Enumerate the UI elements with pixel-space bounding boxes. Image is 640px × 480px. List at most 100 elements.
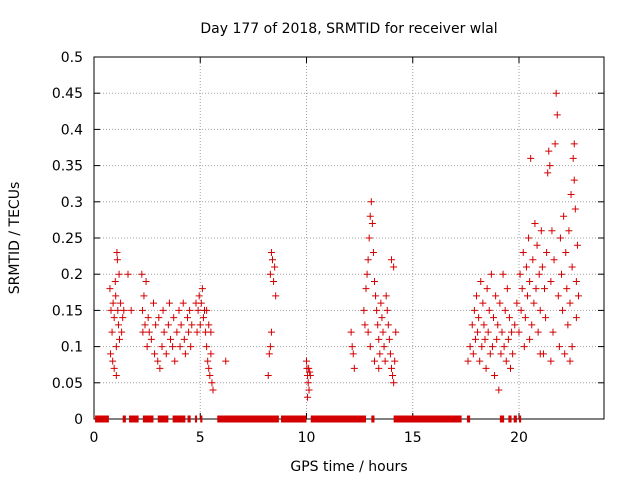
data-point bbox=[572, 277, 580, 285]
data-point bbox=[536, 306, 544, 314]
data-point bbox=[572, 314, 580, 322]
x-tick-labels: 0 5 10 15 20 bbox=[90, 430, 528, 446]
data-point bbox=[207, 350, 215, 358]
data-point bbox=[264, 372, 272, 380]
data-point bbox=[573, 241, 581, 249]
data-point bbox=[203, 343, 211, 351]
data-point bbox=[114, 321, 122, 329]
data-point bbox=[558, 270, 565, 278]
data-point bbox=[364, 256, 372, 264]
zero-value-run bbox=[129, 415, 139, 423]
data-point bbox=[188, 321, 196, 329]
data-point bbox=[365, 234, 373, 242]
data-point bbox=[527, 154, 535, 162]
data-point bbox=[113, 248, 121, 256]
data-point bbox=[518, 285, 526, 293]
data-point bbox=[349, 350, 357, 358]
data-point bbox=[186, 306, 194, 314]
data-point bbox=[204, 357, 212, 365]
data-point bbox=[367, 198, 375, 206]
data-point bbox=[265, 350, 273, 358]
data-point bbox=[266, 270, 274, 278]
data-point bbox=[517, 306, 525, 314]
data-point bbox=[154, 357, 162, 365]
data-point bbox=[109, 357, 117, 365]
data-point bbox=[176, 343, 184, 351]
data-point bbox=[382, 292, 390, 300]
data-point bbox=[372, 292, 380, 300]
data-point bbox=[272, 292, 280, 300]
data-point bbox=[381, 357, 389, 365]
chart-title: Day 177 of 2018, SRMTID for receiver wla… bbox=[200, 21, 497, 37]
data-point bbox=[505, 314, 513, 322]
data-point bbox=[483, 285, 491, 293]
data-point bbox=[494, 321, 502, 329]
zero-value-run bbox=[513, 415, 517, 423]
data-point bbox=[525, 234, 533, 242]
data-point bbox=[203, 306, 211, 314]
data-point bbox=[115, 270, 123, 278]
data-point bbox=[167, 335, 174, 343]
data-point bbox=[473, 292, 480, 300]
data-point bbox=[304, 393, 312, 401]
zero-value-run bbox=[393, 415, 462, 423]
data-point bbox=[383, 306, 391, 314]
data-point bbox=[530, 299, 538, 307]
data-point bbox=[158, 343, 166, 351]
data-point bbox=[479, 299, 487, 307]
data-point bbox=[371, 277, 378, 285]
data-point bbox=[267, 248, 275, 256]
data-point bbox=[378, 314, 386, 322]
data-point bbox=[484, 328, 492, 336]
data-point bbox=[504, 335, 512, 343]
data-point bbox=[480, 321, 488, 329]
data-point bbox=[531, 220, 539, 228]
data-point bbox=[164, 321, 172, 329]
data-point bbox=[185, 328, 193, 336]
zero-value-run bbox=[172, 415, 186, 423]
data-point bbox=[469, 350, 477, 358]
x-axis-label: GPS time / hours bbox=[290, 459, 407, 475]
data-point bbox=[550, 256, 558, 264]
x-tick-label: 15 bbox=[404, 430, 422, 446]
zero-value-run bbox=[281, 415, 307, 423]
data-point bbox=[385, 335, 393, 343]
data-point bbox=[551, 140, 559, 148]
data-point bbox=[369, 248, 377, 256]
y-tick-labels: 0 0.05 0.1 0.15 0.2 0.25 0.3 0.35 0.4 0.45 0.5 bbox=[52, 50, 83, 428]
data-point bbox=[486, 350, 494, 358]
data-point bbox=[348, 343, 356, 351]
data-point bbox=[165, 299, 173, 307]
data-point bbox=[347, 328, 355, 336]
data-point bbox=[303, 357, 310, 365]
data-point bbox=[208, 379, 216, 387]
data-points bbox=[106, 89, 582, 401]
data-point bbox=[501, 306, 509, 314]
data-point bbox=[500, 343, 508, 351]
y-tick-label: 0.3 bbox=[61, 195, 83, 211]
data-point bbox=[478, 343, 486, 351]
data-point bbox=[110, 364, 118, 372]
data-point bbox=[112, 343, 120, 351]
data-point bbox=[542, 314, 550, 322]
data-point bbox=[544, 169, 552, 177]
data-point bbox=[545, 147, 553, 155]
data-point bbox=[305, 386, 313, 394]
data-point bbox=[205, 364, 213, 372]
data-point bbox=[390, 263, 398, 271]
x-tick-label: 0 bbox=[90, 430, 99, 446]
data-point bbox=[162, 350, 170, 358]
data-point bbox=[155, 314, 163, 322]
data-point bbox=[568, 343, 576, 351]
data-point bbox=[471, 335, 479, 343]
data-point bbox=[548, 227, 556, 235]
data-point bbox=[156, 364, 164, 372]
data-point bbox=[568, 263, 576, 271]
data-point bbox=[549, 328, 557, 336]
zero-value-run bbox=[157, 415, 169, 423]
data-point bbox=[144, 314, 152, 322]
x-tick-label: 20 bbox=[510, 430, 528, 446]
data-point bbox=[566, 357, 574, 365]
data-point bbox=[565, 227, 573, 235]
